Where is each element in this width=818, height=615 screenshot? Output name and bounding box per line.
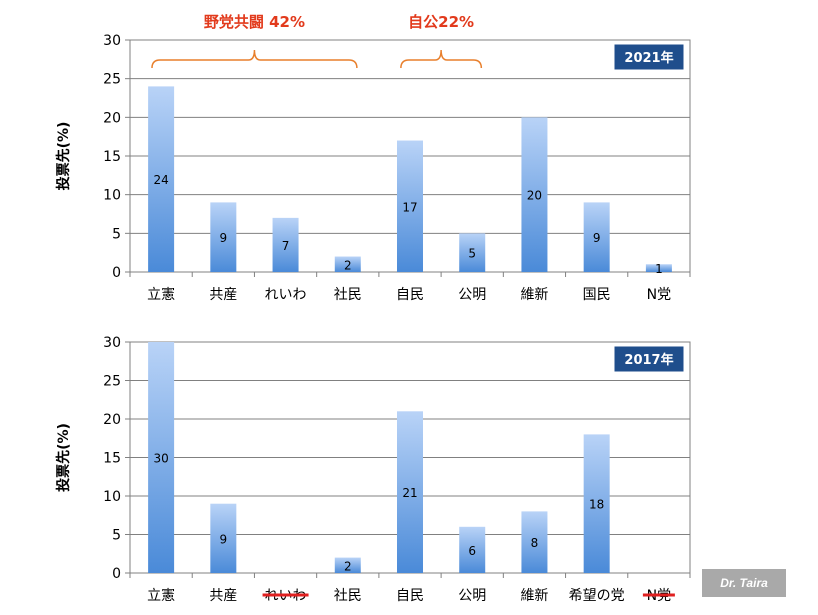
x-tick-label: 社民 [334, 588, 362, 604]
y-tick-label: 10 [103, 188, 121, 204]
bar-value-label: 8 [531, 536, 539, 550]
x-tick-label: 自民 [396, 287, 424, 303]
bar-value-label: 2 [344, 559, 352, 573]
bar-value-label: 20 [527, 189, 542, 203]
bar [272, 217, 299, 272]
bracket [151, 49, 358, 69]
y-tick-label: 30 [103, 33, 121, 49]
bar [210, 202, 237, 272]
bar [334, 557, 361, 573]
bar-value-label: 9 [593, 231, 601, 245]
bar [583, 434, 610, 573]
bar-value-label: 18 [589, 498, 604, 512]
x-tick-label: 立憲 [147, 587, 175, 604]
bar [645, 264, 672, 272]
x-tick-label: 希望の党 [569, 588, 625, 604]
bar [148, 86, 175, 273]
y-tick-label: 15 [103, 149, 121, 165]
x-tick-label: 維新 [520, 287, 548, 303]
y-tick-label: 15 [103, 451, 121, 467]
bar-value-label: 30 [153, 452, 168, 466]
bar [148, 342, 175, 573]
x-tick-label: 立憲 [147, 286, 175, 303]
x-tick-label: れいわ [265, 287, 307, 303]
bar [583, 202, 610, 272]
bracket-label: 自公22% [408, 13, 474, 31]
x-tick-label: 公明 [458, 588, 486, 604]
bar [459, 526, 486, 573]
x-tick-label: 公明 [458, 287, 486, 303]
bar-value-label: 9 [220, 532, 228, 546]
bar-value-label: 24 [153, 173, 168, 187]
x-tick-label: 自民 [396, 588, 424, 604]
year-badge [613, 43, 685, 71]
y-tick-label: 10 [103, 489, 121, 505]
bar-value-label: 7 [282, 239, 290, 253]
bar [397, 411, 423, 573]
bar-value-label: 9 [220, 231, 228, 245]
y-tick-label: 5 [112, 528, 121, 544]
year-badge-label: 2017年 [624, 352, 673, 368]
bar [521, 117, 548, 272]
x-tick-label: 社民 [334, 287, 362, 303]
x-tick-label: N党 [647, 287, 671, 303]
y-tick-label: 30 [103, 335, 121, 351]
bar-value-label: 21 [402, 486, 417, 500]
chart-2017: 051015202530投票先(%)3092216818立憲共産れいわ社民自民公… [55, 335, 691, 604]
bracket-label: 野党共闘 42% [204, 13, 305, 31]
y-tick-label: 5 [112, 226, 121, 242]
bar [334, 256, 361, 272]
y-tick-label: 20 [103, 110, 121, 126]
bar-value-label: 17 [402, 200, 417, 214]
bracket [400, 49, 483, 69]
chart-2021: 0 5 10 15 20 25 30 投票先(%) 24 9 7 2 17 5 20 9 1 立憲 共産 れいわ 社民 自… [55, 13, 691, 303]
bar-value-label: 2 [344, 258, 352, 272]
bar-value-label: 6 [468, 544, 476, 558]
y-tick-label: 20 [103, 412, 121, 428]
y-axis-label: 投票先(%) [55, 423, 72, 492]
year-badge-label: 2021年 [624, 50, 673, 66]
y-axis-label: 投票先(%) [55, 122, 72, 191]
y-tick-label: 25 [103, 72, 121, 88]
bar [397, 140, 423, 272]
bar [210, 503, 237, 573]
bar-value-label: 5 [468, 247, 476, 261]
y-tick-label: 0 [112, 566, 121, 582]
x-tick-label: 維新 [520, 588, 548, 604]
y-tick-label: 25 [103, 374, 121, 390]
author-credit: Dr. Taira [702, 569, 786, 597]
x-tick-label: 国民 [583, 287, 611, 303]
year-badge [613, 345, 685, 373]
bar-value-label: 1 [655, 262, 663, 276]
bar [521, 511, 548, 573]
x-tick-label: 共産 [209, 287, 237, 303]
x-tick-label: 共産 [209, 588, 237, 604]
y-tick-label: 0 [112, 265, 121, 281]
bar [459, 233, 486, 272]
